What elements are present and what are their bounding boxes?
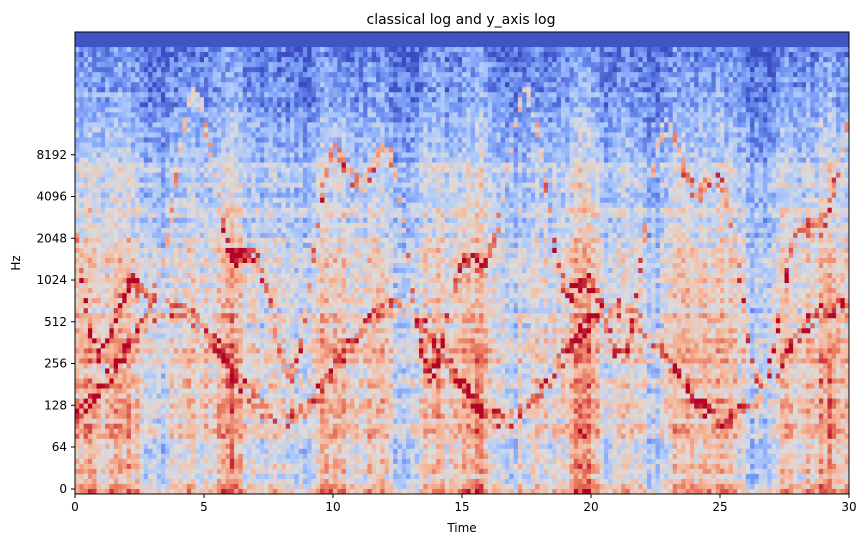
x-axis-label: Time	[446, 521, 476, 535]
x-axis: 0 5 10 15 20 25 30	[71, 494, 857, 514]
y-tick-label: 64	[52, 440, 67, 454]
y-tick-label: 2048	[36, 231, 67, 245]
y-tick-label: 4096	[36, 190, 67, 204]
x-tick-label: 5	[200, 500, 208, 514]
y-tick-label: 1024	[36, 273, 67, 287]
y-tick-label: 8192	[36, 148, 67, 162]
y-tick-label: 256	[44, 357, 67, 371]
x-tick-label: 10	[325, 500, 340, 514]
y-tick-label: 128	[44, 398, 67, 412]
x-tick-label: 15	[454, 500, 469, 514]
y-tick-label: 512	[44, 315, 67, 329]
y-axis-label: Hz	[9, 255, 23, 270]
y-axis: 0 64 128 256 512 1024 2048 4096 8192	[36, 148, 75, 496]
x-tick-label: 0	[71, 500, 79, 514]
chart-title: classical log and y_axis log	[367, 12, 556, 28]
y-tick-label: 0	[59, 482, 67, 496]
x-tick-label: 30	[841, 500, 856, 514]
spectrogram-heatmap	[75, 32, 849, 494]
plot-area	[74, 31, 850, 495]
x-tick-label: 25	[712, 500, 727, 514]
x-tick-label: 20	[583, 500, 598, 514]
